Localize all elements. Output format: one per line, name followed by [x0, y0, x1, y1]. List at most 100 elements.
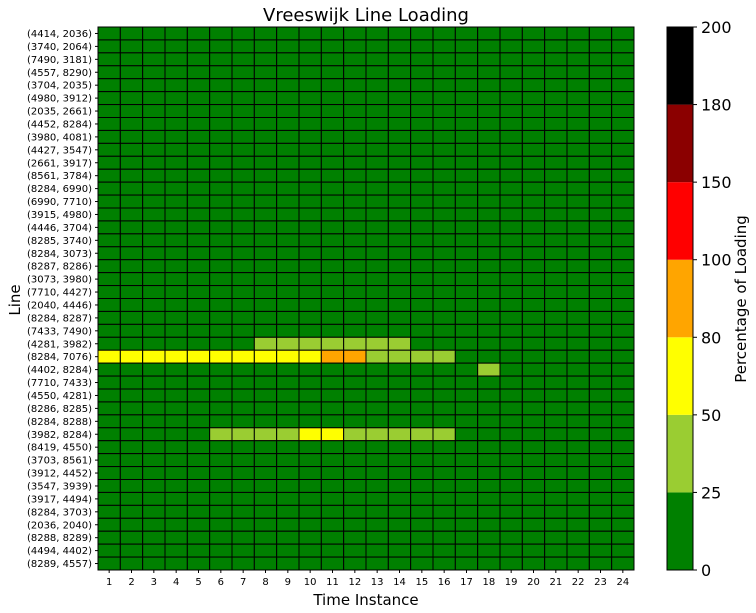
- heatmap-cell: [544, 272, 568, 287]
- heatmap-cell: [499, 207, 523, 222]
- heatmap-cell: [521, 104, 546, 118]
- heatmap-cell: [432, 168, 456, 183]
- heatmap-cell: [164, 414, 188, 429]
- heatmap-cell: [588, 298, 613, 312]
- heatmap-cell: [142, 39, 166, 54]
- heatmap-cell: [97, 453, 121, 468]
- y-tick-label: (3547, 3939): [27, 481, 92, 492]
- heatmap-cell: [387, 142, 412, 157]
- heatmap-cell: [477, 543, 501, 558]
- heatmap-cell: [410, 155, 434, 170]
- heatmap-cell: [343, 556, 367, 571]
- heatmap-cell: [119, 65, 144, 80]
- heatmap-cell: [320, 453, 345, 468]
- heatmap-cell: [298, 530, 322, 545]
- heatmap-cell: [588, 65, 613, 80]
- heatmap-cell: [276, 427, 300, 442]
- heatmap-cell: [410, 194, 434, 209]
- heatmap-cell: [365, 504, 389, 519]
- heatmap-cell: [164, 388, 188, 403]
- heatmap-cell: [387, 466, 412, 481]
- heatmap-cell: [387, 272, 412, 287]
- heatmap-cell: [142, 246, 166, 261]
- heatmap-cell: [387, 78, 412, 93]
- heatmap-cell: [298, 39, 322, 54]
- heatmap-cell: [142, 91, 166, 106]
- heatmap-cell: [343, 207, 367, 222]
- heatmap-cell: [477, 504, 501, 519]
- heatmap-cell: [343, 323, 367, 338]
- heatmap-cell: [477, 194, 501, 209]
- heatmap-cell: [320, 530, 345, 545]
- heatmap-cell: [209, 65, 233, 80]
- heatmap-cell: [588, 117, 613, 131]
- heatmap-cell: [410, 388, 434, 403]
- heatmap-cell: [231, 323, 255, 338]
- heatmap-cell: [499, 504, 523, 519]
- heatmap-cell: [119, 479, 144, 493]
- heatmap-cell: [119, 168, 144, 183]
- heatmap-cell: [521, 556, 546, 571]
- heatmap-cell: [365, 310, 389, 325]
- heatmap-cell: [209, 39, 233, 54]
- heatmap-cell: [611, 479, 635, 493]
- heatmap-cell: [298, 246, 322, 261]
- heatmap-cell: [544, 233, 568, 248]
- heatmap-cell: [499, 388, 523, 403]
- x-tick-label: 11: [326, 577, 339, 588]
- heatmap-cell: [164, 91, 188, 106]
- heatmap-cell: [97, 310, 121, 325]
- heatmap-cell: [276, 246, 300, 261]
- heatmap-cell: [186, 194, 211, 209]
- heatmap-cell: [499, 155, 523, 170]
- heatmap-cell: [454, 78, 479, 93]
- y-tick-label: (4414, 2036): [27, 29, 92, 40]
- heatmap-cell: [253, 466, 278, 481]
- heatmap-cell: [566, 530, 590, 545]
- heatmap-cell: [454, 427, 479, 442]
- heatmap-cell: [521, 168, 546, 183]
- heatmap-cell: [164, 466, 188, 481]
- heatmap-cell: [454, 285, 479, 300]
- heatmap-cell: [97, 52, 121, 67]
- heatmap-cell: [544, 207, 568, 222]
- heatmap-cell: [477, 39, 501, 54]
- heatmap-cell: [253, 530, 278, 545]
- heatmap-cell: [209, 246, 233, 261]
- heatmap-cell: [432, 414, 456, 429]
- heatmap-cell: [253, 168, 278, 183]
- heatmap-cell: [365, 285, 389, 300]
- y-tick-label: (8419, 4550): [27, 443, 92, 454]
- heatmap-cell: [119, 259, 144, 274]
- heatmap-cell: [387, 414, 412, 429]
- heatmap-cell: [611, 259, 635, 274]
- heatmap-cell: [320, 362, 345, 377]
- heatmap-cell: [253, 504, 278, 519]
- heatmap-cell: [164, 65, 188, 80]
- heatmap-cell: [164, 491, 188, 506]
- x-axis-label: Time Instance: [312, 591, 418, 609]
- heatmap-cell: [164, 543, 188, 558]
- colorbar-tick-label: 100: [701, 251, 732, 270]
- heatmap-cell: [119, 349, 144, 364]
- heatmap-cell: [566, 440, 590, 455]
- heatmap-cell: [209, 504, 233, 519]
- heatmap-cell: [186, 349, 211, 364]
- heatmap-cell: [164, 285, 188, 300]
- heatmap-cell: [119, 530, 144, 545]
- heatmap-cell: [611, 181, 635, 196]
- heatmap-cell: [499, 556, 523, 571]
- colorbar-frame: [666, 26, 694, 571]
- heatmap-cell: [477, 285, 501, 300]
- heatmap-cell: [97, 207, 121, 222]
- x-tick-label: 24: [616, 577, 629, 588]
- heatmap-cell: [499, 323, 523, 338]
- heatmap-cell: [611, 362, 635, 377]
- heatmap-cell: [611, 298, 635, 312]
- heatmap-cell: [142, 427, 166, 442]
- heatmap-cell: [588, 155, 613, 170]
- heatmap-cell: [97, 375, 121, 390]
- heatmap-cell: [544, 375, 568, 390]
- heatmap-cell: [97, 117, 121, 131]
- y-tick-label: (3982, 8284): [27, 430, 92, 441]
